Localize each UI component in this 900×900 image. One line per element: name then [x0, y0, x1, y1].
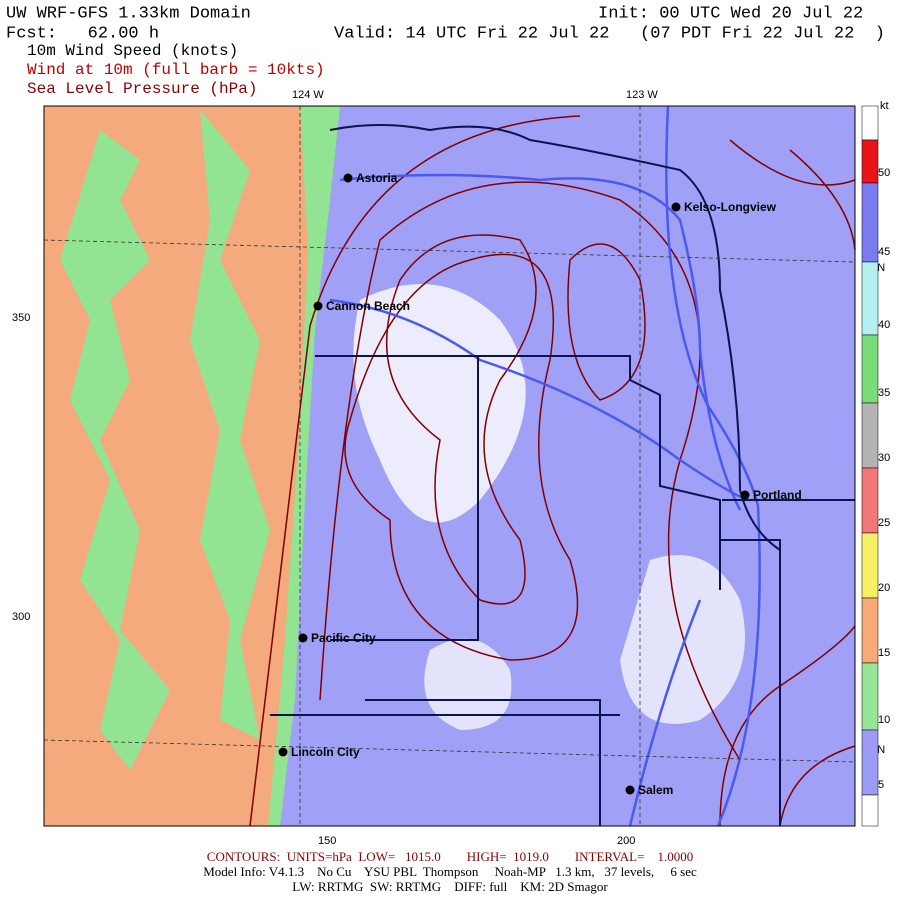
fill-legend: 10m Wind Speed (knots): [27, 42, 238, 60]
colorbar-segment: [861, 467, 879, 534]
colorbar-label: 20: [878, 582, 890, 594]
city-dot: [313, 301, 323, 311]
longitude-label: 123 W: [626, 89, 658, 101]
colorbar-label: 30: [878, 452, 890, 464]
forecast-hour: Fcst: 62.00 h: [6, 24, 159, 43]
model-info: Model Info: V4.1.3 No Cu YSU PBL Thompso…: [203, 864, 697, 879]
y-grid-label: 300: [12, 611, 30, 623]
colorbar-segment: [861, 597, 879, 664]
borders: [270, 124, 855, 826]
city-label: Portland: [753, 488, 802, 502]
colorbar-segment: [861, 662, 879, 731]
physics-info: LW: RRTMG SW: RRTMG DIFF: full KM: 2D Sm…: [292, 879, 608, 894]
x-grid-label: 200: [617, 835, 635, 847]
colorbar-segment: [861, 334, 879, 404]
lat-lon-grid: [43, 106, 856, 826]
city-dot: [740, 490, 750, 500]
city-dot: [625, 785, 635, 795]
colorbar-label: 10: [878, 714, 890, 726]
pressure-contours: [249, 115, 856, 827]
wind-patch: [60, 130, 170, 770]
init-time: Init: 00 UTC Wed 20 Jul 22: [598, 4, 863, 23]
city-dot: [343, 173, 353, 183]
city-label: Pacific City: [311, 631, 376, 645]
rivers: [329, 105, 761, 827]
colorbar-label: 25: [878, 517, 890, 529]
wind-patch: [190, 110, 270, 740]
longitude-label: 124 W: [292, 89, 324, 101]
colorbar-label: 5: [878, 779, 884, 791]
colorbar-segment: [861, 105, 879, 141]
barb-legend: Wind at 10m (full barb = 10kts): [27, 61, 325, 79]
city-dot: [298, 633, 308, 643]
colorbar-segment: [861, 139, 879, 184]
city-label: Kelso-Longview: [684, 200, 777, 214]
colorbar-label: 15: [878, 647, 890, 659]
colorbar-label: 50: [878, 167, 890, 179]
city-dot: [671, 202, 681, 212]
city-dot: [278, 747, 288, 757]
colorbar-segment: [861, 182, 879, 263]
valid-time: Valid: 14 UTC Fri 22 Jul 22 (07 PDT Fri …: [334, 24, 885, 43]
colorbar: kt 50 45 40 35 30 25 20 15 10 5: [861, 100, 890, 827]
city-label: Astoria: [356, 171, 398, 185]
colorbar-label: 45: [878, 246, 890, 258]
coast-strip: [268, 106, 340, 826]
city-label: Lincoln City: [291, 745, 360, 759]
cities: Astoria Kelso-Longview Cannon Beach Portlan…: [278, 171, 802, 797]
map-frame: [43, 105, 856, 827]
colorbar-segment: [861, 532, 879, 599]
contour-legend: Sea Level Pressure (hPa): [27, 80, 257, 98]
colorbar-segment: [861, 729, 879, 796]
city-label: Cannon Beach: [326, 299, 410, 313]
calm-patch: [620, 555, 745, 724]
city-label: Salem: [638, 783, 673, 797]
colorbar-segment: [861, 794, 879, 827]
colorbar-segment: [861, 261, 879, 336]
title: UW WRF-GFS 1.33km Domain: [6, 4, 251, 23]
y-grid-label: 350: [12, 312, 30, 324]
contour-info: CONTOURS: UNITS=hPa LOW= 1015.0 HIGH= 10…: [207, 849, 693, 864]
colorbar-label: 40: [878, 319, 890, 331]
calm-patch: [424, 638, 512, 730]
calm-patch: [353, 284, 526, 523]
colorbar-label: 35: [878, 387, 890, 399]
colorbar-segment: [861, 402, 879, 469]
colorbar-unit: kt: [880, 100, 889, 112]
map: [43, 105, 856, 827]
x-grid-label: 150: [318, 835, 336, 847]
